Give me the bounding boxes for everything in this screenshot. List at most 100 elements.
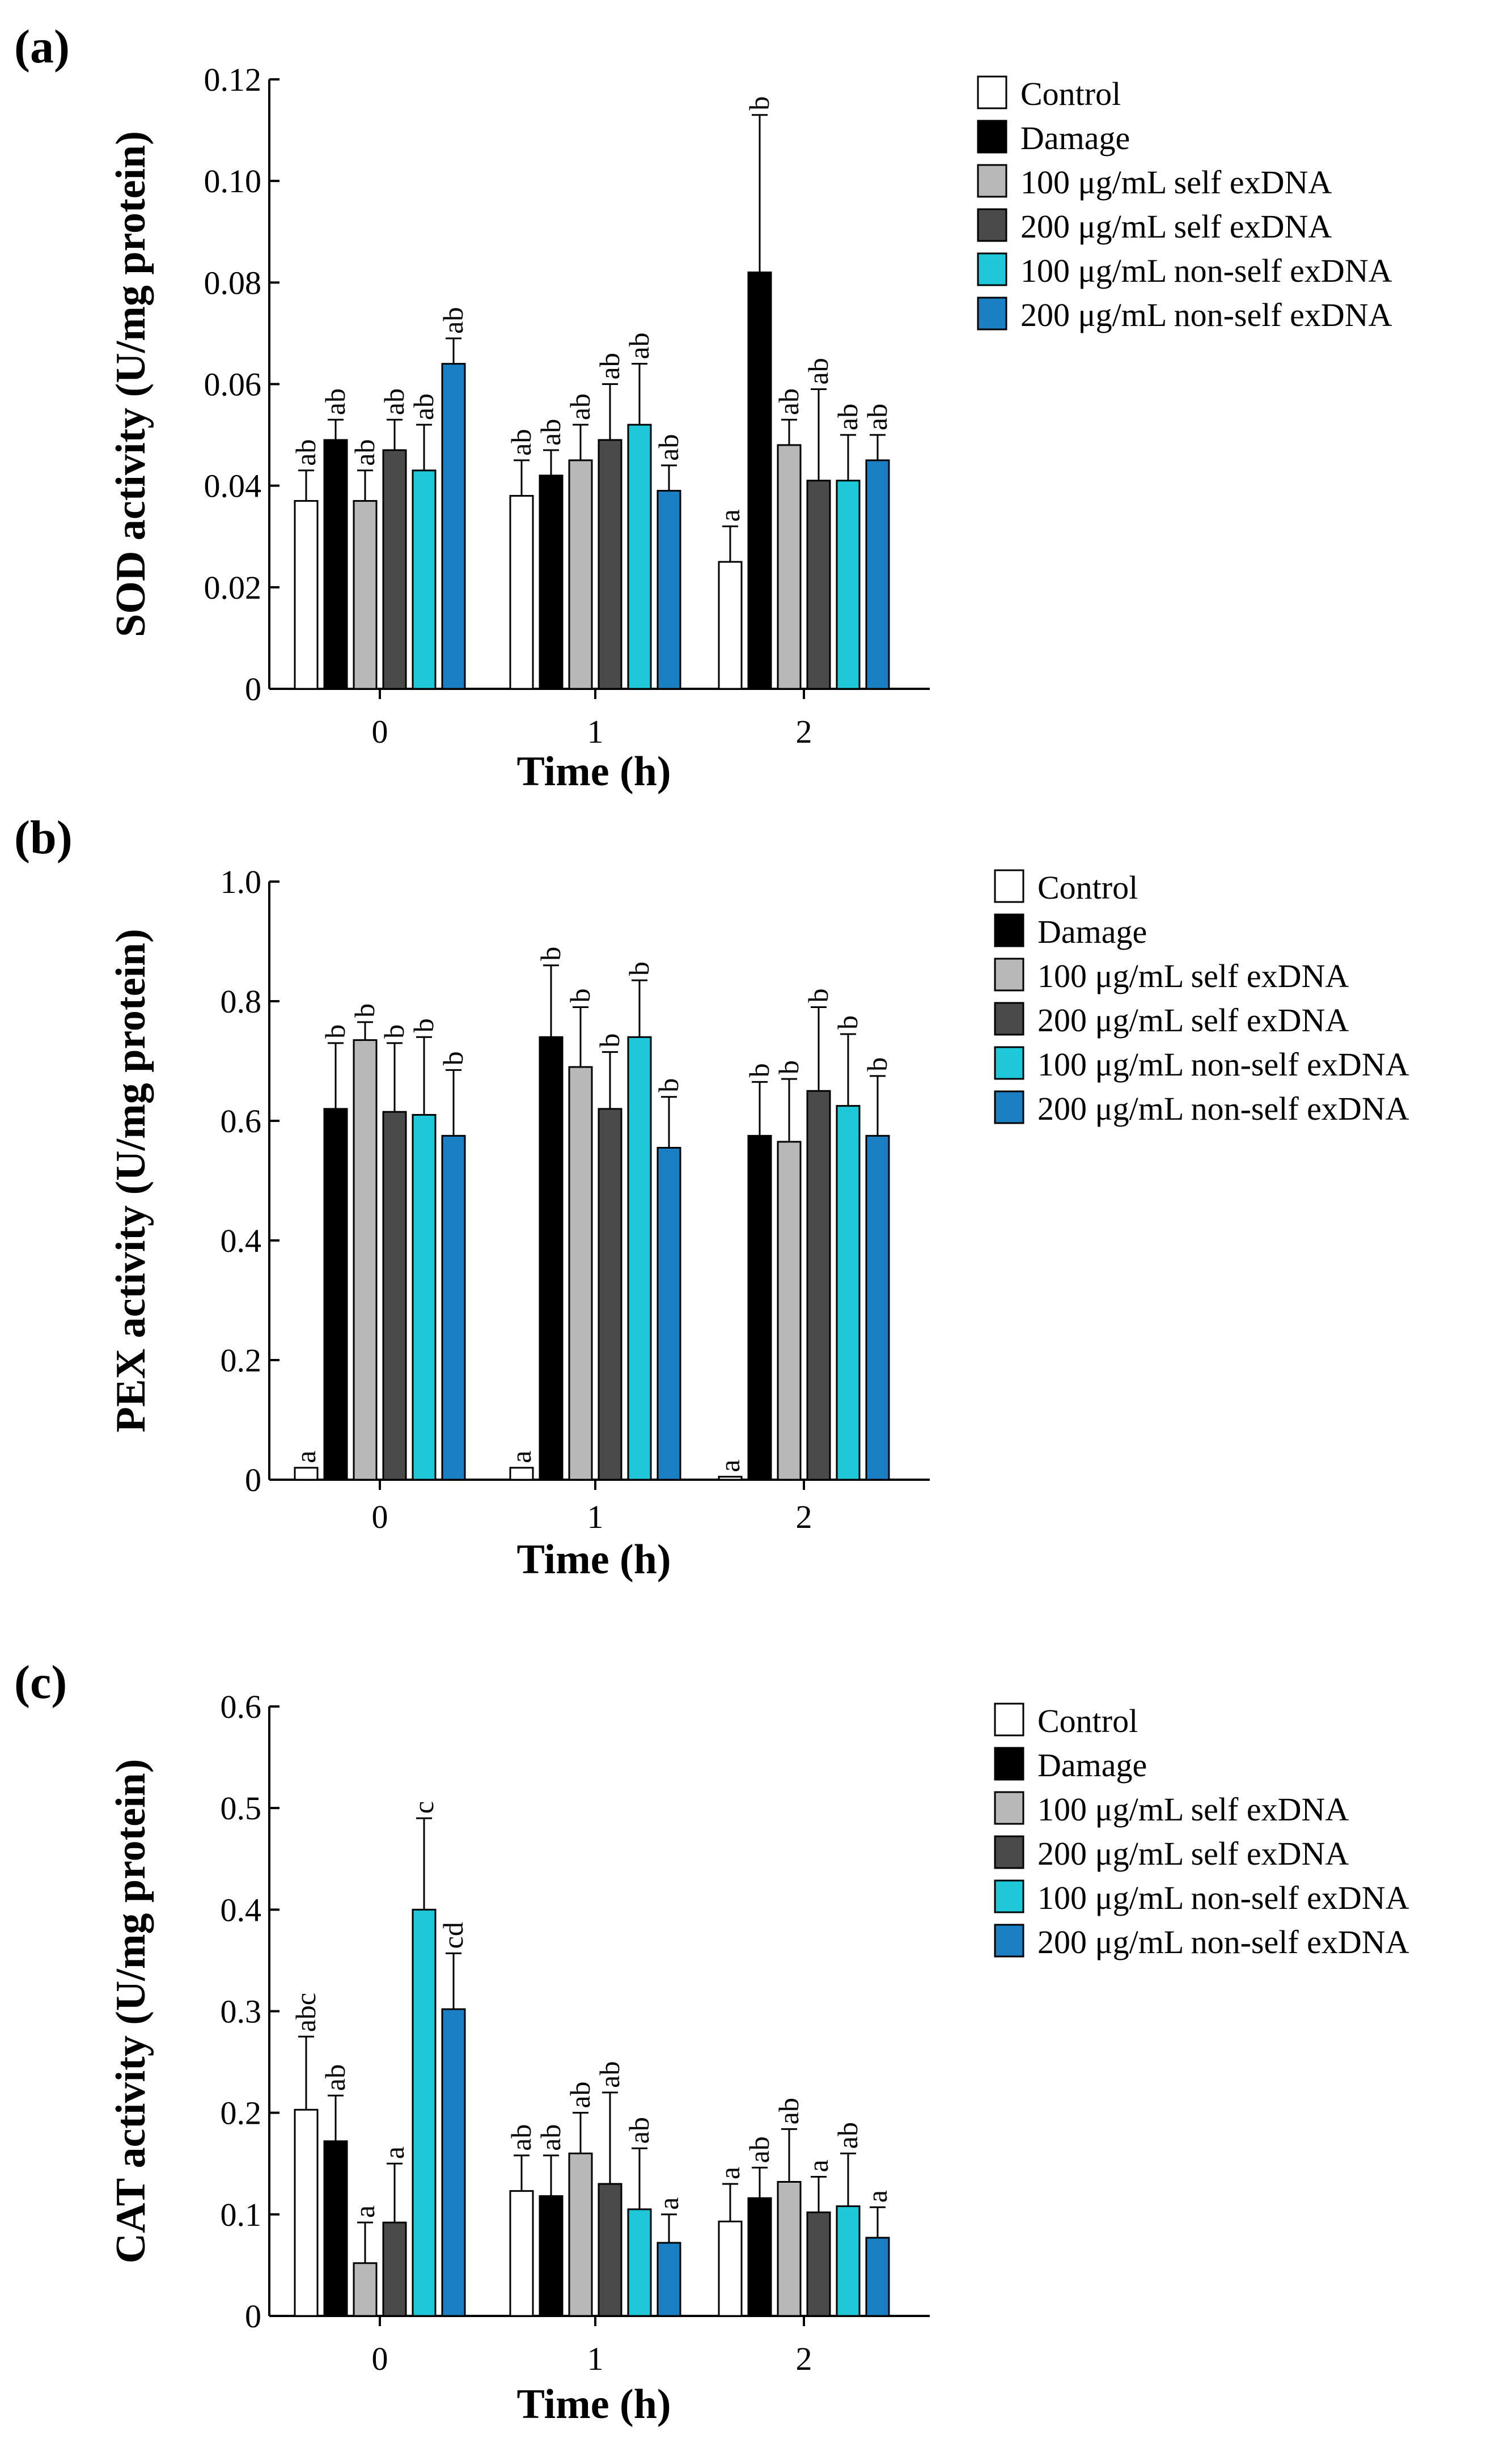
significance-label: ab xyxy=(832,2122,863,2149)
y-tick-label: 0.3 xyxy=(221,1993,262,2030)
y-tick-label: 0 xyxy=(245,671,261,708)
legend-swatch xyxy=(994,1002,1024,1036)
bar xyxy=(747,271,772,690)
legend-entry: 100 μg/mL non-self exDNA xyxy=(1037,1046,1409,1083)
bar xyxy=(836,480,861,690)
bar xyxy=(294,1467,319,1481)
legend-swatch xyxy=(994,1835,1024,1869)
significance-label: ab xyxy=(802,358,834,384)
panel-2: (b) PEX activity (U/mg protein) 0 0.2 0.4 0.6… xyxy=(14,811,1409,1583)
y-tick-label: 0.5 xyxy=(221,1790,262,1827)
significance-label: a xyxy=(653,2197,684,2210)
bar xyxy=(806,480,831,690)
bar xyxy=(323,439,348,690)
significance-label: cd xyxy=(437,1922,469,1949)
significance-label: ab xyxy=(535,419,566,446)
legend-entry: 200 μg/mL non-self exDNA xyxy=(1037,1090,1409,1127)
y-tick-label: 0.6 xyxy=(221,1103,262,1140)
x-tick-label: 1 xyxy=(587,1498,604,1535)
legend-entry: 200 μg/mL self exDNA xyxy=(1037,1002,1349,1039)
legend-swatch xyxy=(977,75,1007,109)
x-tick-label: 1 xyxy=(587,2340,604,2377)
significance-label: ab xyxy=(319,2064,351,2091)
bar xyxy=(836,2205,861,2317)
legend-entry: 100 μg/mL self exDNA xyxy=(1037,958,1349,994)
significance-label: a xyxy=(505,1451,537,1463)
bar xyxy=(718,1476,743,1481)
significance-label: b xyxy=(349,1003,380,1018)
significance-label: a xyxy=(861,2190,893,2203)
legend-entry: 200 μg/mL self exDNA xyxy=(1037,1835,1349,1872)
legend: Control Damage 100 μg/mL self exDNA 200 μg/… xyxy=(994,869,1409,1127)
bar xyxy=(806,2211,831,2317)
bar xyxy=(294,500,319,690)
y-tick-label: 0.4 xyxy=(221,1891,262,1928)
significance-label: ab xyxy=(594,353,625,379)
significance-label: b xyxy=(653,1078,684,1092)
y-tick-label: 0.2 xyxy=(221,2095,262,2132)
y-tick-label: 1.0 xyxy=(221,863,262,900)
x-tick-label: 0 xyxy=(372,713,388,750)
y-axis-label: SOD activity (U/mg protein) xyxy=(108,131,154,637)
legend: Control Damage 100 μg/mL self exDNA 200 μg/… xyxy=(994,1703,1409,1960)
bar xyxy=(412,1908,437,2317)
bar xyxy=(657,1146,681,1481)
panel-3: (c) CAT activity (U/mg protein) 0 0.1 0.2 0.3… xyxy=(14,1656,1409,2428)
significance-label: abc xyxy=(290,1993,321,2032)
bar xyxy=(509,2190,534,2317)
bar xyxy=(747,2197,772,2317)
significance-label: ab xyxy=(861,404,893,430)
x-tick-label: 0 xyxy=(372,2340,388,2377)
significance-label: b xyxy=(861,1057,893,1072)
legend-entry: Control xyxy=(1037,1703,1138,1739)
significance-label: a xyxy=(802,2159,834,2172)
bar xyxy=(718,561,743,690)
significance-label: ab xyxy=(773,2098,804,2124)
bar xyxy=(382,2221,407,2317)
bar xyxy=(627,1036,652,1481)
y-axis-label: PEX activity (U/mg protein) xyxy=(108,929,154,1433)
significance-label: b xyxy=(564,989,596,1003)
y-tick-label: 0.10 xyxy=(204,163,262,200)
legend-entry: 100 μg/mL self exDNA xyxy=(1020,164,1332,201)
bar xyxy=(539,475,564,690)
x-tick-label: 2 xyxy=(796,2340,812,2377)
legend-entry: 200 μg/mL non-self exDNA xyxy=(1037,1924,1409,1960)
significance-label: ab xyxy=(290,439,321,466)
significance-label: ab xyxy=(594,2061,625,2088)
legend-swatch xyxy=(994,869,1024,903)
legend-entry: Control xyxy=(1037,869,1138,906)
y-tick-label: 0 xyxy=(245,1462,261,1498)
y-tick-label: 0.8 xyxy=(221,983,262,1020)
bar xyxy=(539,2195,564,2317)
legend-swatch xyxy=(977,297,1007,331)
bar xyxy=(718,2220,743,2317)
significance-label: ab xyxy=(773,388,804,415)
x-tick-label: 0 xyxy=(372,1498,388,1535)
bar xyxy=(865,1134,890,1481)
bar xyxy=(747,1134,772,1481)
x-tick-label: 2 xyxy=(796,713,812,750)
significance-label: ab xyxy=(505,2124,537,2151)
legend-swatch xyxy=(977,164,1007,198)
significance-label: ab xyxy=(319,388,351,415)
y-tick-label: 0 xyxy=(245,2298,261,2335)
significance-label: b xyxy=(623,962,655,976)
significance-label: b xyxy=(743,1063,775,1077)
legend-entry: 100 μg/mL non-self exDNA xyxy=(1037,1879,1409,1916)
x-tick-label: 2 xyxy=(796,1498,812,1535)
bar xyxy=(777,2181,802,2317)
bar xyxy=(627,424,652,690)
bar xyxy=(627,2208,652,2317)
bar xyxy=(598,2183,622,2317)
bar xyxy=(323,1108,348,1481)
x-axis-label: Time (h) xyxy=(516,2381,671,2428)
significance-label: ab xyxy=(408,393,439,420)
significance-label: a xyxy=(378,2146,410,2159)
significance-label: b xyxy=(832,1015,863,1030)
panel-label: (c) xyxy=(14,1656,67,1709)
significance-label: ab xyxy=(653,434,684,461)
legend-swatch xyxy=(994,1090,1024,1124)
panel-1: (a) SOD activity (U/mg protein) 0 0.02 0.04 0… xyxy=(14,20,1392,795)
